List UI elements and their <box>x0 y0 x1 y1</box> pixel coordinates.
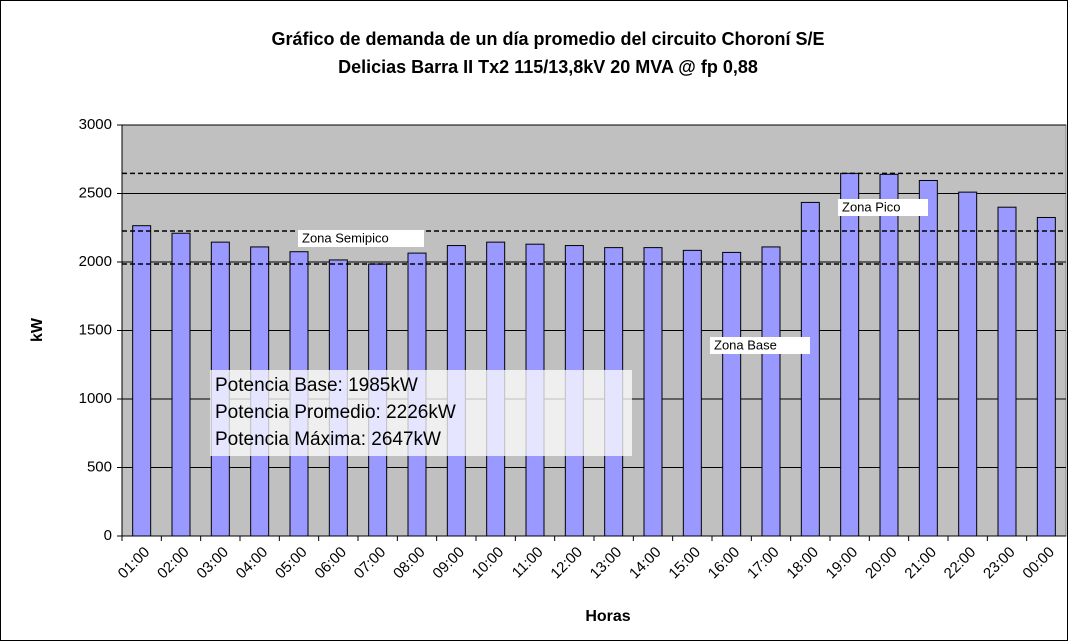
y-tick-label: 2000 <box>79 253 112 270</box>
info-text: Potencia Promedio: 2226kW <box>215 402 456 423</box>
y-tick-label: 1000 <box>79 390 112 407</box>
y-tick-label: 3000 <box>79 116 112 133</box>
bar <box>997 206 1017 537</box>
bar <box>800 201 820 537</box>
bar <box>643 247 663 537</box>
y-axis-label: kW <box>29 317 46 342</box>
chart-title: Gráfico de demanda de un día promedio de… <box>271 29 824 49</box>
bar <box>840 172 860 537</box>
bar <box>722 251 742 537</box>
info-box <box>210 370 632 456</box>
info-text: Potencia Base: 1985kW <box>215 375 418 396</box>
bar <box>761 246 781 537</box>
bar <box>132 225 152 537</box>
y-tick-label: 500 <box>87 458 112 475</box>
info-text: Potencia Máxima: 2647kW <box>215 429 441 450</box>
bar <box>171 232 191 537</box>
zone-label-bg <box>710 337 810 354</box>
zone-label: Zona Semipico <box>302 230 389 245</box>
y-tick-label: 0 <box>104 527 112 544</box>
bar <box>1036 216 1056 537</box>
bar <box>918 179 938 537</box>
bar <box>958 191 978 537</box>
zone-label: Zona Base <box>714 337 777 352</box>
zone-label: Zona Pico <box>842 199 901 214</box>
bar <box>879 173 899 537</box>
zone-label-bg <box>838 199 928 216</box>
bar <box>682 249 702 537</box>
chart-title: Delicias Barra II Tx2 115/13,8kV 20 MVA … <box>338 57 758 77</box>
zone-label-bg <box>298 230 424 247</box>
y-tick-label: 1500 <box>79 321 112 338</box>
y-tick-label: 2500 <box>79 184 112 201</box>
x-axis-label: Horas <box>585 608 630 625</box>
